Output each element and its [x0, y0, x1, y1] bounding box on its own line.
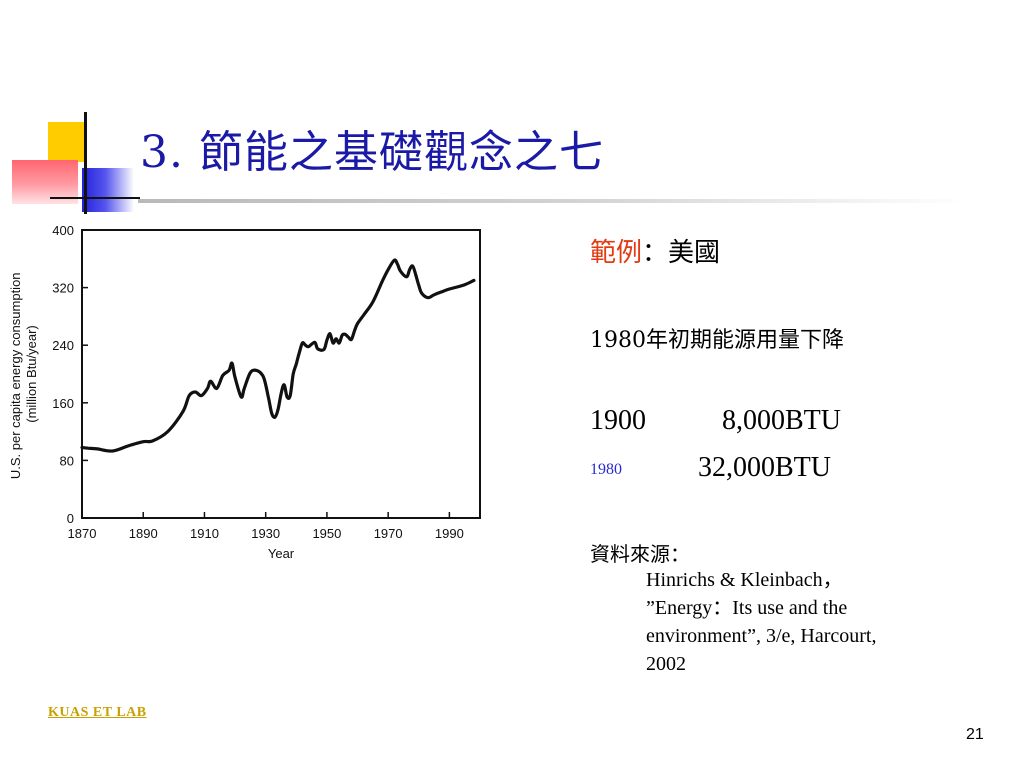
title-ornament-red-square	[12, 160, 78, 204]
x-tick-label: 1910	[190, 526, 219, 541]
source-line-4: 2002	[646, 653, 686, 675]
energy-consumption-chart: 1870 1890 1910 1930 1950 1970 1990 0 80 160 240 320…	[6, 218, 486, 568]
x-tick-label: 1890	[129, 526, 158, 541]
x-tick-label: 1970	[374, 526, 403, 541]
y-tick-label: 320	[52, 281, 74, 296]
title-underline-rule	[138, 199, 968, 203]
row-1980-year: 1980	[590, 461, 622, 478]
title-ornament-blue-square	[82, 168, 134, 212]
example-separator: ：	[642, 238, 669, 268]
x-tick-label: 1870	[68, 526, 97, 541]
chart-y-axis-label-line-2: (million Btu/year)	[24, 325, 39, 423]
y-tick-label: 400	[52, 223, 74, 238]
x-tick-label: 1950	[312, 526, 341, 541]
source-line-3: environment”, 3/e, Harcourt,	[646, 625, 877, 647]
chart-x-axis-label: Year	[268, 546, 295, 561]
title-ornament-vertical-line	[84, 112, 87, 214]
chart-series-line	[80, 258, 476, 453]
row-1980-value: 32,000BTU	[698, 452, 831, 483]
source-line-2: ”Energy：Its use and the	[646, 597, 848, 619]
example-line: 範例：美國	[590, 232, 720, 269]
chart-ticks: 1870 1890 1910 1930 1950 1970 1990 0 80 160 240 320…	[52, 223, 464, 541]
y-tick-label: 240	[52, 338, 74, 353]
decline-1980-text: 1980年初期能源用量下降	[590, 328, 844, 353]
x-tick-label: 1930	[251, 526, 280, 541]
source-citation: Hinrichs & Kleinbach， ”Energy：Its use an…	[646, 566, 966, 678]
footer-lab-name: KUAS ET LAB	[48, 705, 147, 720]
page-number: 21	[966, 726, 984, 743]
chart-y-axis-label: U.S. per capita energy consumption (mill…	[8, 269, 39, 479]
chart-y-axis-label-line-1: U.S. per capita energy consumption	[8, 272, 23, 479]
y-tick-label: 0	[67, 511, 74, 526]
title-ornament-horizontal-line	[50, 197, 140, 199]
title-ornament-yellow-square	[48, 122, 86, 162]
y-tick-label: 160	[52, 396, 74, 411]
source-line-1: Hinrichs & Kleinbach，	[646, 569, 843, 591]
example-value: 美國	[668, 238, 721, 268]
row-1900-year: 1900	[590, 405, 646, 436]
chart-plot-frame	[81, 229, 481, 519]
example-label: 範例	[590, 238, 643, 268]
row-1900-value: 8,000BTU	[722, 405, 841, 436]
slide-title: 3. 節能之基礎觀念之七	[140, 127, 604, 178]
chart-svg: 1870 1890 1910 1930 1950 1970 1990 0 80 160 240 320…	[6, 218, 486, 568]
source-label: 資料來源：	[590, 542, 690, 566]
x-tick-label: 1990	[435, 526, 464, 541]
y-tick-label: 80	[60, 453, 74, 468]
